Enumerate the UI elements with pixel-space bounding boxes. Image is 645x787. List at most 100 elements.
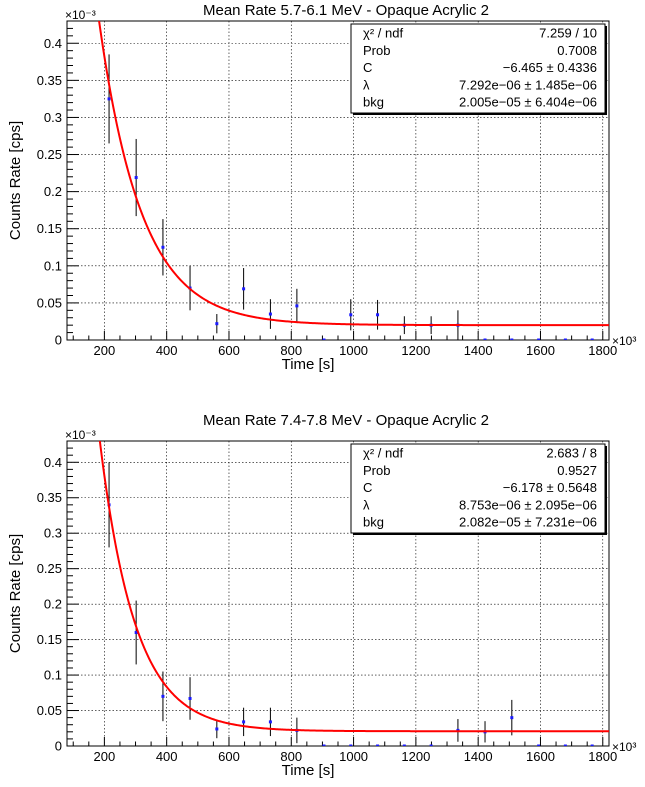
y-tick-label: 0.15 bbox=[37, 221, 62, 236]
x-exponent-label: ×10³ bbox=[612, 334, 636, 348]
y-tick-label: 0 bbox=[55, 333, 62, 348]
x-tick-label: 600 bbox=[218, 749, 240, 764]
y-tick-label: 0.25 bbox=[37, 147, 62, 162]
x-tick-label: 600 bbox=[218, 343, 240, 358]
data-point bbox=[268, 720, 272, 724]
y-tick-label: 0.4 bbox=[44, 455, 62, 470]
x-tick-label: 400 bbox=[156, 749, 178, 764]
data-point bbox=[242, 720, 246, 724]
data-point bbox=[107, 97, 111, 101]
stats-value: 7.259 / 10 bbox=[539, 26, 597, 41]
y-tick-label: 0.1 bbox=[44, 258, 62, 273]
data-point bbox=[349, 744, 353, 746]
data-point bbox=[537, 338, 541, 340]
y-tick-label: 0 bbox=[55, 739, 62, 754]
x-tick-label: 200 bbox=[94, 343, 116, 358]
stats-box: χ² / ndf 7.259 / 10 Prob 0.7008 C −6.465 ± 0.… bbox=[350, 23, 607, 115]
stats-key: χ² / ndf bbox=[363, 446, 403, 461]
data-point bbox=[537, 744, 541, 746]
stats-value: 0.7008 bbox=[557, 43, 597, 58]
data-point bbox=[295, 304, 299, 308]
y-exponent-label: ×10⁻³ bbox=[65, 428, 96, 442]
stats-value: 2.005e−05 ± 6.404e−06 bbox=[459, 95, 597, 110]
y-tick-label: 0.35 bbox=[37, 73, 62, 88]
y-exponent-label: ×10⁻³ bbox=[65, 8, 96, 22]
y-tick-label: 0.3 bbox=[44, 110, 62, 125]
fit-curve bbox=[98, 441, 609, 733]
x-tick-label: 1400 bbox=[464, 749, 493, 764]
data-point bbox=[590, 744, 594, 746]
y-tick-label: 0.05 bbox=[37, 703, 62, 718]
data-point bbox=[376, 744, 380, 746]
chart-title: Mean Rate 5.7-6.1 MeV - Opaque Acrylic 2 bbox=[203, 2, 489, 19]
y-axis-label: Counts Rate [cps] bbox=[7, 121, 24, 240]
data-point bbox=[563, 744, 567, 746]
x-axis-label: Time [s] bbox=[282, 356, 335, 373]
stats-key: C bbox=[363, 480, 372, 495]
data-point bbox=[322, 338, 326, 340]
data-point bbox=[349, 313, 353, 317]
stats-key: C bbox=[363, 60, 372, 75]
stats-key: Prob bbox=[363, 463, 390, 478]
data-point bbox=[402, 744, 406, 746]
x-tick-label: 1800 bbox=[588, 343, 617, 358]
data-point bbox=[483, 338, 487, 340]
y-axis-label: Counts Rate [cps] bbox=[7, 534, 24, 653]
stats-value: −6.178 ± 0.5648 bbox=[503, 480, 597, 495]
stats-key: bkg bbox=[363, 515, 384, 530]
stats-value: 8.753e−06 ± 2.095e−06 bbox=[459, 497, 597, 512]
x-axis-label: Time [s] bbox=[282, 762, 335, 779]
data-point bbox=[510, 338, 514, 340]
stats-value: 2.082e−05 ± 7.231e−06 bbox=[459, 515, 597, 530]
stats-key: Prob bbox=[363, 43, 390, 58]
chart-title: Mean Rate 7.4-7.8 MeV - Opaque Acrylic 2 bbox=[203, 412, 489, 429]
y-tick-label: 0.25 bbox=[37, 561, 62, 576]
x-tick-label: 400 bbox=[156, 343, 178, 358]
y-tick-label: 0.3 bbox=[44, 526, 62, 541]
y-tick-label: 0.4 bbox=[44, 36, 62, 51]
x-tick-label: 1000 bbox=[339, 749, 368, 764]
data-point bbox=[215, 727, 219, 731]
x-tick-label: 1800 bbox=[588, 749, 617, 764]
data-point bbox=[510, 716, 514, 720]
y-tick-label: 0.1 bbox=[44, 668, 62, 683]
x-tick-label: 1600 bbox=[526, 343, 555, 358]
fit-curve bbox=[98, 21, 609, 327]
data-point bbox=[429, 744, 433, 746]
stats-value: 7.292e−06 ± 1.485e−06 bbox=[459, 77, 597, 92]
stats-key: bkg bbox=[363, 95, 384, 110]
data-point bbox=[590, 338, 594, 340]
stats-key: χ² / ndf bbox=[363, 26, 403, 41]
data-point bbox=[161, 694, 165, 698]
x-tick-label: 1400 bbox=[464, 343, 493, 358]
y-tick-label: 0.05 bbox=[37, 295, 62, 310]
x-exponent-label: ×10³ bbox=[612, 740, 636, 754]
data-point bbox=[134, 631, 138, 635]
x-tick-label: 800 bbox=[280, 343, 302, 358]
data-point bbox=[215, 322, 219, 326]
stats-key: λ bbox=[363, 77, 370, 92]
x-tick-label: 1000 bbox=[339, 343, 368, 358]
y-tick-label: 0.15 bbox=[37, 632, 62, 647]
stats-value: 0.9527 bbox=[557, 463, 597, 478]
data-point bbox=[376, 313, 380, 317]
x-tick-label: 1600 bbox=[526, 749, 555, 764]
y-tick-label: 0.2 bbox=[44, 184, 62, 199]
data-point bbox=[161, 245, 165, 249]
data-point bbox=[134, 176, 138, 180]
y-tick-label: 0.35 bbox=[37, 490, 62, 505]
chart-panel-bottom: Mean Rate 7.4-7.8 MeV - Opaque Acrylic 2… bbox=[7, 412, 636, 779]
chart-panel-top: Mean Rate 5.7-6.1 MeV - Opaque Acrylic 2… bbox=[7, 2, 636, 373]
y-tick-label: 0.2 bbox=[44, 597, 62, 612]
stats-key: λ bbox=[363, 497, 370, 512]
data-point bbox=[268, 312, 272, 316]
stats-box: χ² / ndf 2.683 / 8 Prob 0.9527 C −6.178 ± 0.5… bbox=[350, 443, 607, 535]
stats-value: −6.465 ± 0.4336 bbox=[503, 60, 597, 75]
data-point bbox=[563, 338, 567, 340]
x-tick-label: 200 bbox=[94, 749, 116, 764]
x-tick-label: 1200 bbox=[401, 749, 430, 764]
data-point bbox=[322, 744, 326, 746]
x-tick-label: 800 bbox=[280, 749, 302, 764]
stats-value: 2.683 / 8 bbox=[546, 446, 597, 461]
